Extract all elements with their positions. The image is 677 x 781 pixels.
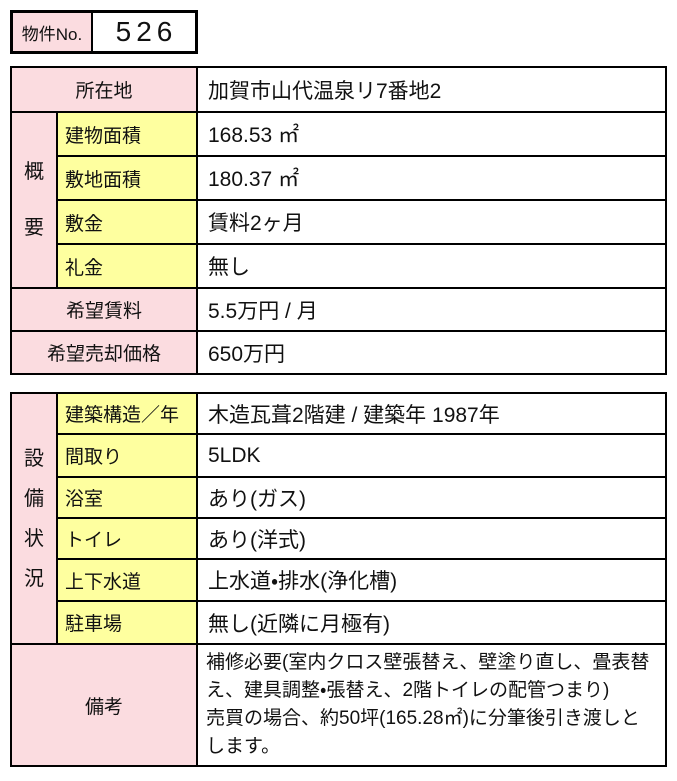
property-no-label: 物件No. xyxy=(13,13,91,51)
facility-table: 設備状況 建築構造／年 木造瓦葺2階建 / 建築年 1987年 間取り 5LDK… xyxy=(10,392,667,767)
bathroom-label: 浴室 xyxy=(58,478,196,517)
desired-rent-label: 希望賃料 xyxy=(12,289,196,330)
overview-group-label: 概要 xyxy=(24,161,44,239)
deposit-value: 賃料2ヶ月 xyxy=(198,201,665,243)
structure-year-label: 建築構造／年 xyxy=(58,394,196,433)
remarks-value: 補修必要(室内クロス壁張替え、壁塗り直し、畳表替え、建具調整・張替え、2階トイレ… xyxy=(198,645,665,765)
desired-rent-value: 5.5万円 / 月 xyxy=(198,289,665,330)
parking-label: 駐車場 xyxy=(58,602,196,643)
key-money-value: 無し xyxy=(198,245,665,287)
bathroom-value: あり(ガス) xyxy=(198,478,665,517)
desired-sale-price-label: 希望売却価格 xyxy=(12,332,196,373)
property-no-value: 526 xyxy=(93,13,195,51)
desired-sale-price-value: 650万円 xyxy=(198,332,665,373)
water-sewer-label: 上下水道 xyxy=(58,560,196,600)
facility-group-cell: 設備状況 xyxy=(12,394,56,643)
floor-plan-value: 5LDK xyxy=(198,435,665,476)
property-number-box: 物件No. 526 xyxy=(10,10,198,54)
overview-table: 所在地 加賀市山代温泉リ7番地2 概要 建物面積 168.53 ㎡ 敷地面積 1… xyxy=(10,66,667,375)
structure-year-value: 木造瓦葺2階建 / 建築年 1987年 xyxy=(198,394,665,433)
location-label: 所在地 xyxy=(12,68,196,111)
floor-plan-label: 間取り xyxy=(58,435,196,476)
key-money-label: 礼金 xyxy=(58,245,196,287)
parking-value: 無し(近隣に月極有) xyxy=(198,602,665,643)
overview-group-cell: 概要 xyxy=(12,113,56,287)
land-area-label: 敷地面積 xyxy=(58,157,196,199)
building-area-label: 建物面積 xyxy=(58,113,196,155)
facility-group-label: 設備状況 xyxy=(24,447,44,590)
deposit-label: 敷金 xyxy=(58,201,196,243)
toilet-label: トイレ xyxy=(58,519,196,558)
building-area-value: 168.53 ㎡ xyxy=(198,113,665,155)
toilet-value: あり(洋式) xyxy=(198,519,665,558)
location-value: 加賀市山代温泉リ7番地2 xyxy=(198,68,665,111)
remarks-label: 備考 xyxy=(12,645,196,765)
water-sewer-value: 上水道・排水(浄化槽) xyxy=(198,560,665,600)
land-area-value: 180.37 ㎡ xyxy=(198,157,665,199)
